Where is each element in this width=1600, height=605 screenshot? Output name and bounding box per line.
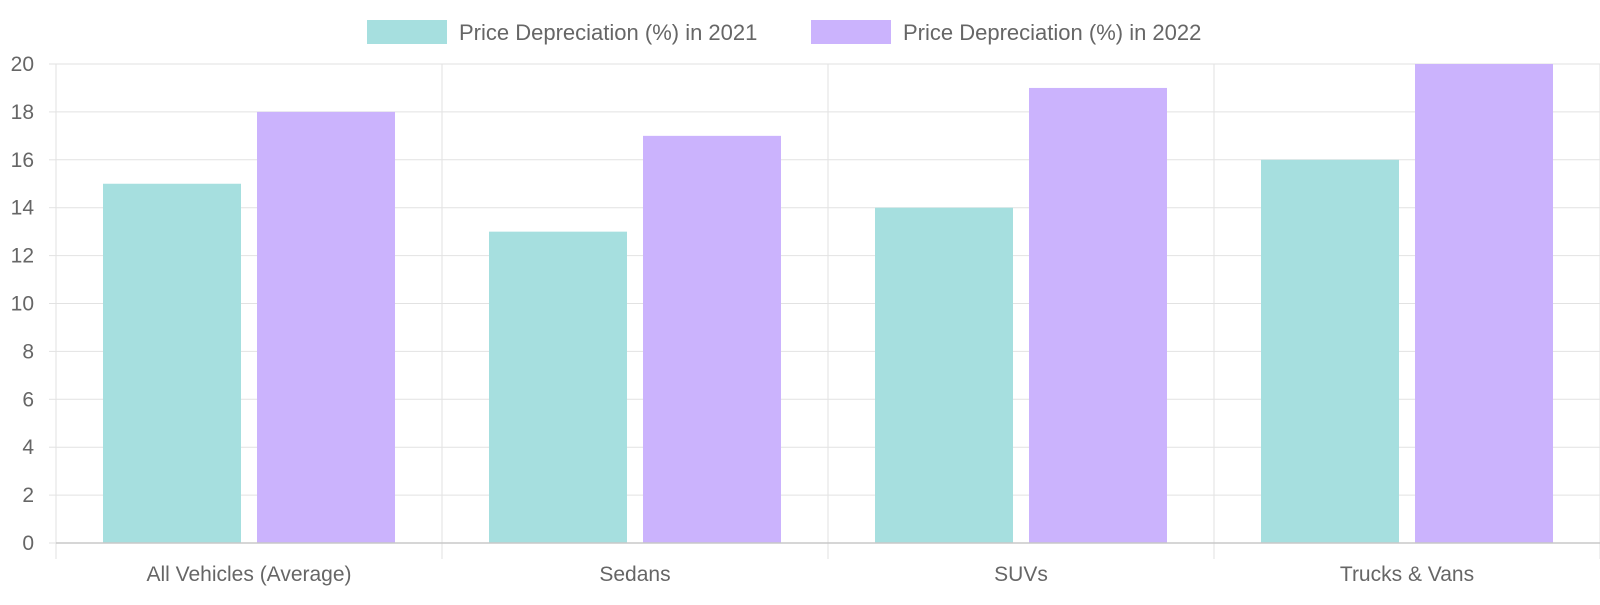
bar (257, 111, 395, 544)
legend-swatch (811, 20, 891, 44)
y-tick-label: 12 (11, 245, 34, 268)
bar (103, 183, 241, 543)
y-tick-label: 14 (11, 197, 35, 220)
y-tick-label: 10 (11, 293, 34, 316)
y-tick-label: 4 (22, 436, 34, 459)
y-tick-label: 6 (22, 388, 34, 411)
bar (489, 231, 627, 543)
x-tick-label: Trucks & Vans (1340, 563, 1474, 586)
bar (1029, 87, 1167, 543)
legend: Price Depreciation (%) in 2021 Price Depr… (367, 20, 1201, 45)
x-tick-label: Sedans (599, 563, 670, 586)
x-tick-label: All Vehicles (Average) (146, 563, 351, 586)
y-tick-label: 8 (22, 340, 34, 363)
y-tick-label: 18 (11, 101, 34, 124)
bar (1415, 64, 1553, 543)
y-tick-label: 20 (11, 53, 34, 76)
legend-label: Price Depreciation (%) in 2021 (459, 20, 757, 45)
y-axis-ticks: 0 2 4 6 8 10 12 14 16 18 20 (11, 53, 35, 555)
bar (1261, 159, 1399, 544)
bars (103, 64, 1553, 544)
x-axis-ticks: All Vehicles (Average) Sedans SUVs Trucks &… (146, 563, 1474, 586)
y-tick-label: 16 (11, 149, 34, 172)
legend-swatch (367, 20, 447, 44)
x-tick-label: SUVs (994, 563, 1048, 586)
bar (875, 207, 1013, 543)
bar (643, 135, 781, 543)
legend-label: Price Depreciation (%) in 2022 (903, 20, 1201, 45)
y-tick-label: 0 (22, 532, 34, 555)
y-tick-label: 2 (22, 484, 34, 507)
